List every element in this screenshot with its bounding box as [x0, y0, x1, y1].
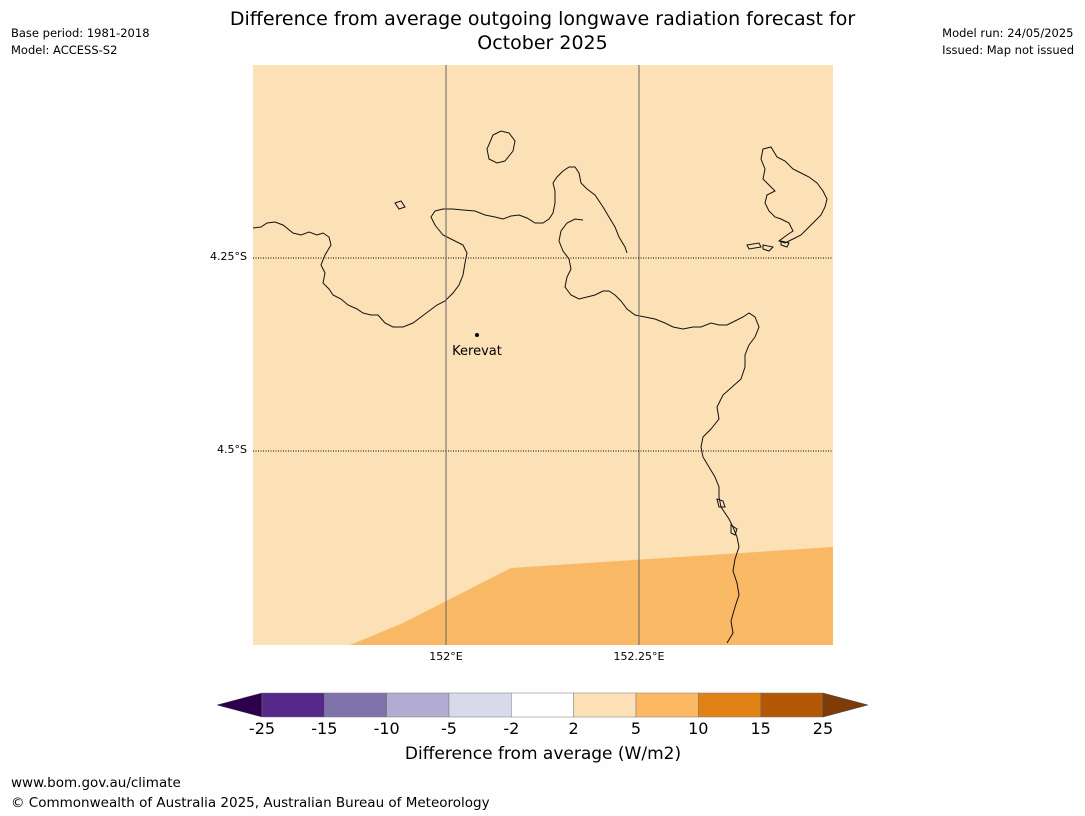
map-canvas: Kerevat — [253, 65, 833, 645]
colorbar-tick-label: 25 — [812, 719, 834, 738]
colorbar-under-arrow — [216, 692, 263, 718]
footer-copyright: © Commonwealth of Australia 2025, Austra… — [11, 795, 490, 811]
colorbar-tick-label: -15 — [311, 719, 338, 738]
colorbar-over-arrow — [822, 692, 869, 718]
footer-url: www.bom.gov.au/climate — [11, 775, 181, 791]
title-line-2: October 2025 — [477, 32, 608, 54]
colorbar-segment — [635, 692, 699, 718]
colorbar — [216, 692, 869, 718]
colorbar-segment — [511, 692, 574, 718]
graticule — [253, 65, 833, 645]
lon-label-152e: 152°E — [429, 650, 463, 663]
colorbar-segment — [261, 692, 325, 718]
island-northeast — [760, 146, 828, 244]
colorbar-segment — [448, 692, 512, 718]
island-small-4 — [780, 240, 790, 248]
colorbar-segment — [386, 692, 450, 718]
model-run: Model run: 24/05/2025 — [942, 26, 1074, 40]
anomaly-region-2-5 — [253, 65, 833, 645]
colorbar-segment — [324, 692, 387, 718]
model-name: Model: ACCESS-S2 — [11, 43, 118, 57]
map-title: Difference from average outgoing longwav… — [190, 7, 895, 55]
colorbar-tick-label: 10 — [688, 719, 709, 738]
colorbar-segment — [573, 692, 637, 718]
meta-left: Base period: 1981-2018 Model: ACCESS-S2 — [11, 25, 150, 59]
coast-east — [558, 218, 760, 644]
lat-label-4-5s: 4.5°S — [217, 443, 247, 456]
coast-west — [253, 166, 628, 328]
meta-right: Model run: 24/05/2025 Issued: Map not is… — [942, 25, 1074, 59]
colorbar-segment — [760, 692, 824, 718]
colorbar-tick-label: -2 — [503, 719, 520, 738]
island-north — [486, 130, 516, 164]
map-panel: Kerevat — [253, 65, 833, 645]
base-period: Base period: 1981-2018 — [11, 26, 150, 40]
colorbar-tick-label: 2 — [568, 719, 579, 738]
anomaly-region-5-10 — [350, 547, 833, 645]
island-small-3 — [762, 244, 775, 252]
kerevat-marker — [475, 333, 479, 337]
colorbar-tick-label: -5 — [441, 719, 457, 738]
island-small-5 — [716, 498, 726, 508]
kerevat-label: Kerevat — [452, 344, 502, 359]
colorbar-tick-label: -25 — [248, 719, 276, 738]
title-line-1: Difference from average outgoing longwav… — [229, 8, 856, 30]
colorbar-tick-label: 5 — [630, 719, 642, 738]
issued-status: Issued: Map not issued — [942, 43, 1074, 57]
island-small-1 — [394, 200, 406, 210]
colorbar-tick-label: 15 — [750, 719, 771, 738]
lon-label-152-25e: 152.25°E — [613, 650, 665, 663]
island-small-6 — [730, 524, 738, 536]
colorbar-tick-label: -10 — [373, 719, 400, 738]
colorbar-segment — [698, 692, 761, 718]
island-small-2 — [746, 242, 762, 250]
lat-label-4-25s: 4.25°S — [210, 250, 247, 263]
colorbar-label: Difference from average (W/m2) — [404, 744, 682, 764]
coastline — [253, 130, 828, 644]
